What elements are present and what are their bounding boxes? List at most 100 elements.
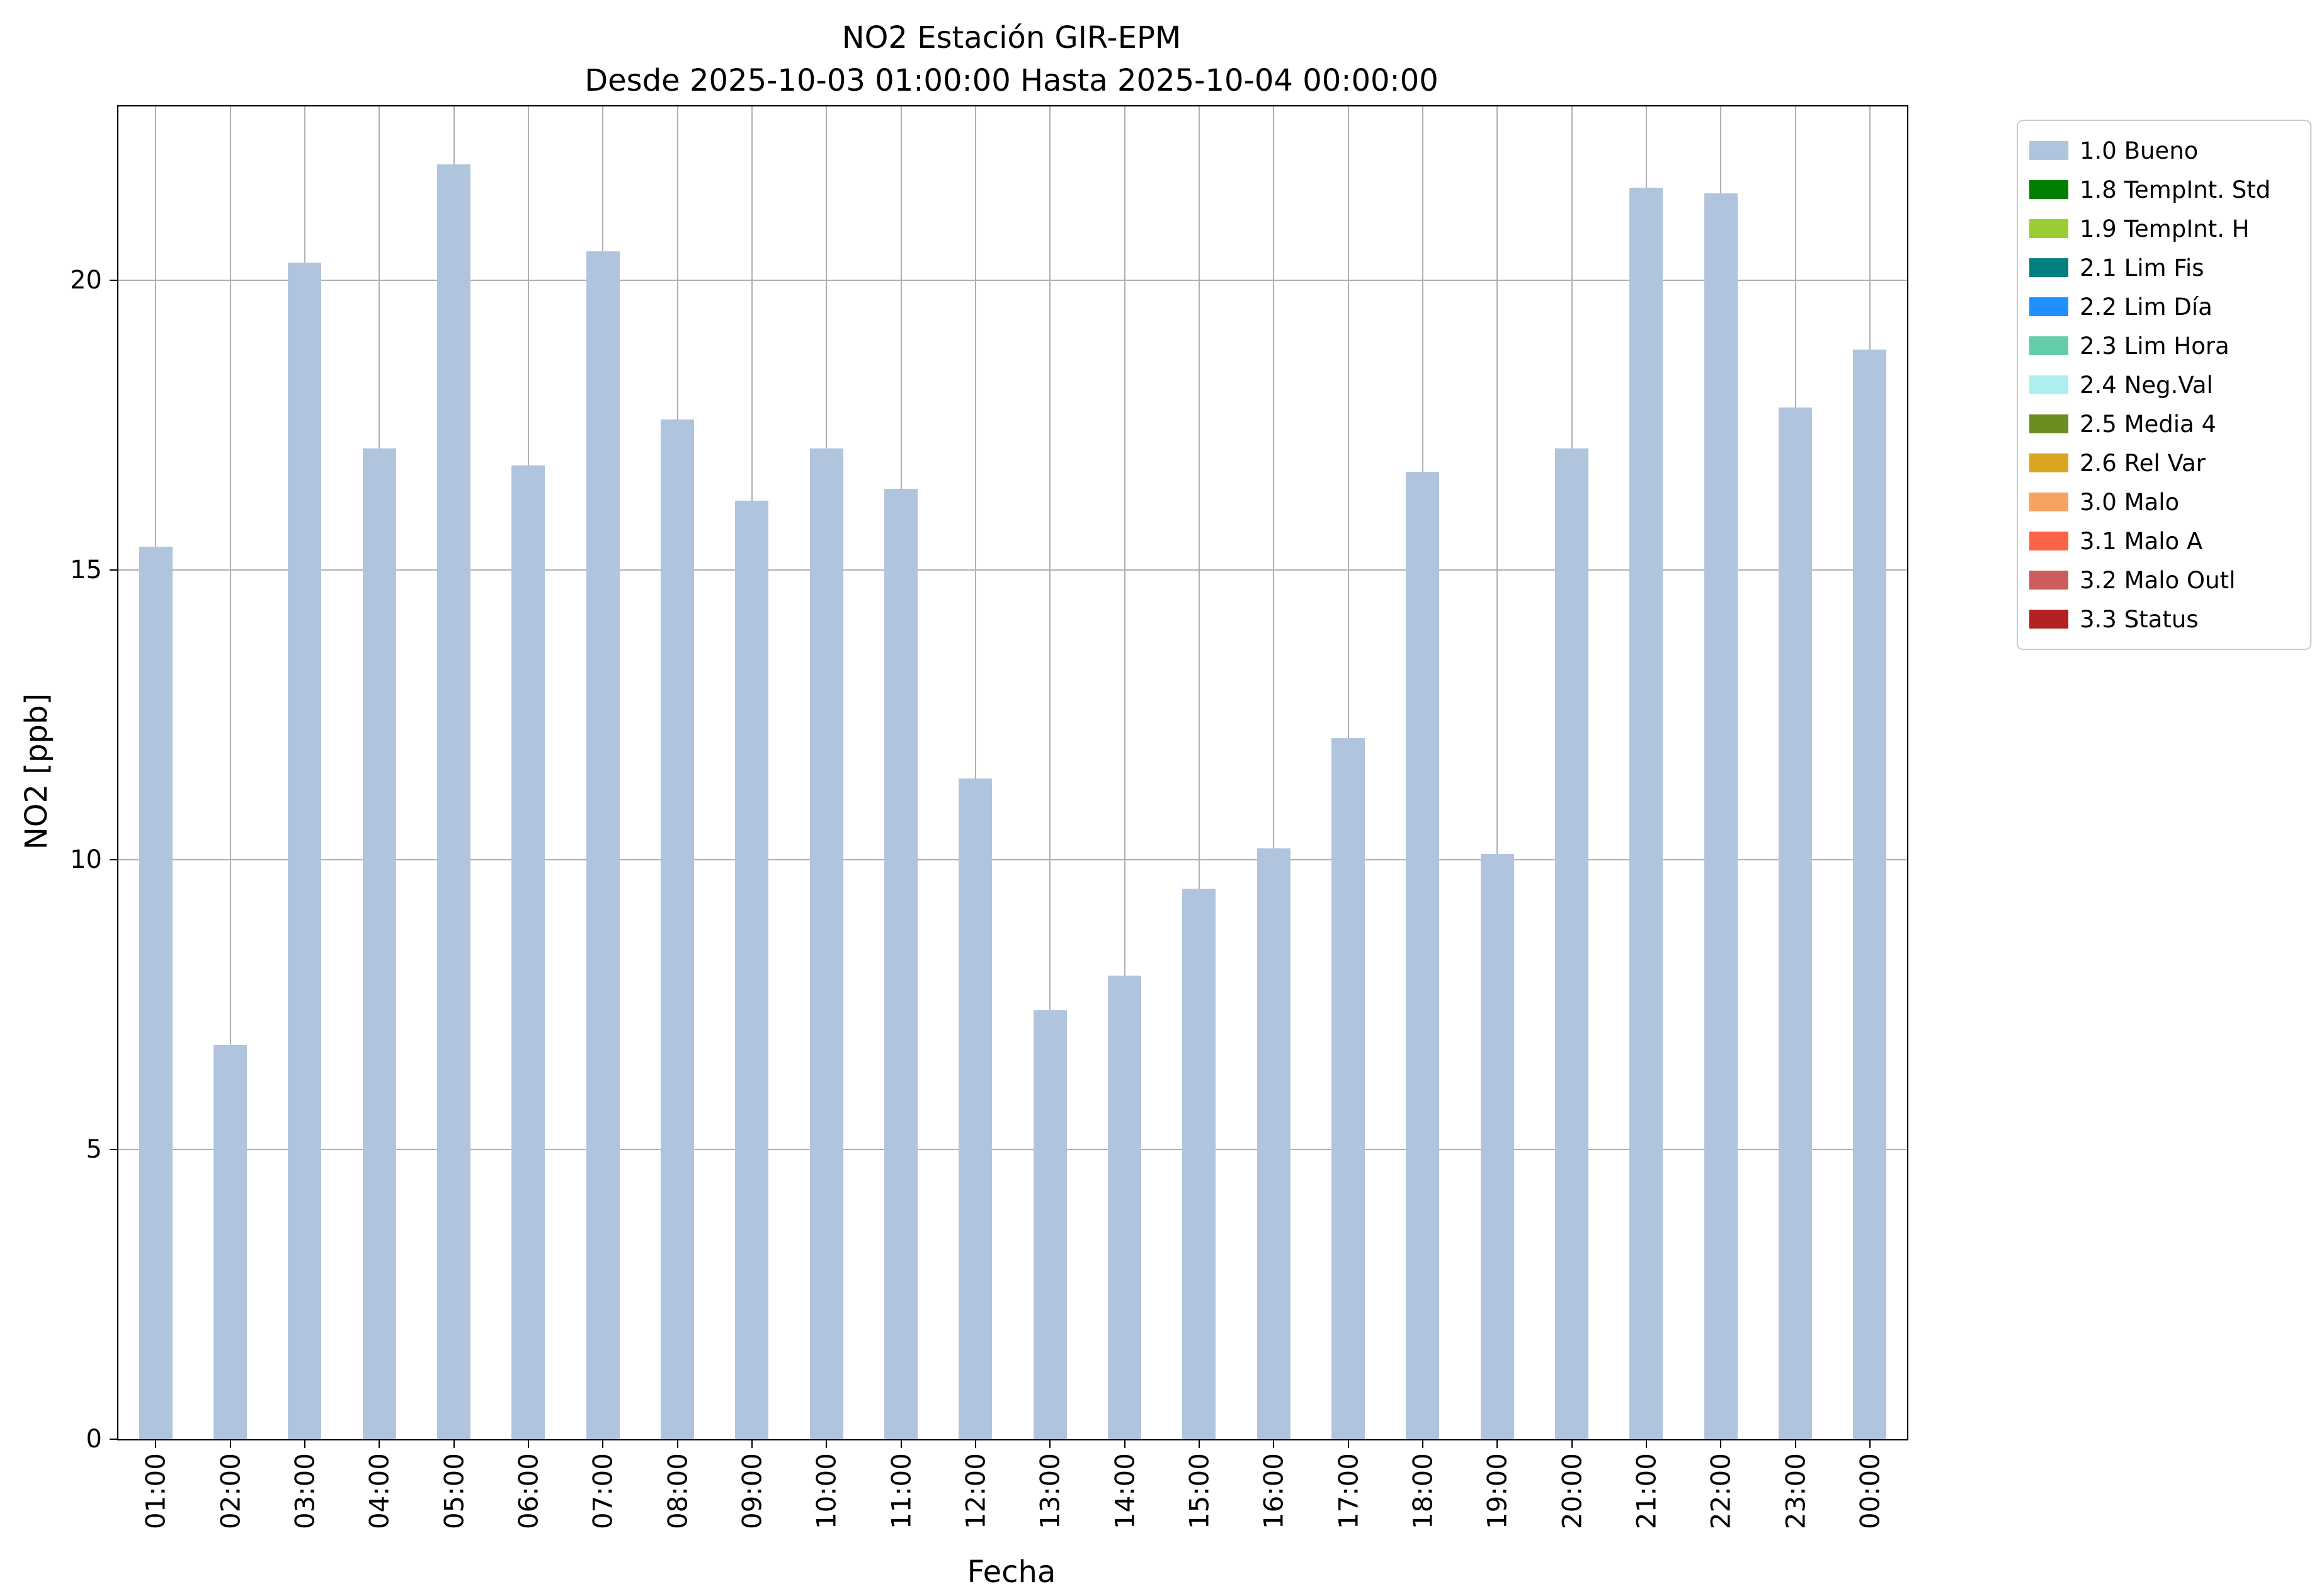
legend: 1.0 Bueno 1.8 TempInt. Std 1.9 TempInt. H 2… [2017,120,2311,650]
legend-label: 1.8 TempInt. Std [2080,176,2271,203]
legend-item: 2.2 Lim Día [2029,287,2299,326]
bar [214,1045,247,1439]
h-gridline [118,280,1907,281]
x-tick-mark [974,1440,976,1448]
legend-swatch [2029,532,2068,550]
y-tick-mark [110,1439,117,1440]
x-tick-label: 05:00 [438,1453,469,1530]
bar [1182,889,1216,1439]
x-tick-mark [304,1440,305,1448]
x-tick-mark [1496,1440,1498,1448]
v-gridline [1124,106,1125,1439]
legend-label: 3.3 Status [2080,605,2199,633]
v-gridline [974,106,976,1439]
legend-item: 1.8 TempInt. Std [2029,170,2299,209]
legend-label: 2.4 Neg.Val [2080,371,2213,399]
x-tick-mark [1571,1440,1573,1448]
bar [139,547,173,1439]
x-tick-label: 08:00 [662,1453,693,1530]
legend-swatch [2029,180,2068,199]
bar [586,251,620,1439]
x-tick-mark [379,1440,380,1448]
x-tick-label: 10:00 [811,1453,842,1530]
v-gridline [229,106,231,1439]
legend-swatch [2029,258,2068,277]
x-tick-label: 00:00 [1854,1453,1886,1530]
v-gridline [1049,106,1051,1439]
x-tick-mark [1794,1440,1796,1448]
x-tick-label: 14:00 [1109,1453,1140,1530]
legend-item: 3.3 Status [2029,600,2299,639]
legend-swatch [2029,336,2068,355]
legend-label: 2.3 Lim Hora [2080,332,2230,360]
y-tick-mark [110,280,117,281]
legend-item: 2.3 Lim Hora [2029,326,2299,365]
legend-item: 3.2 Malo Outl [2029,561,2299,600]
legend-swatch [2029,414,2068,433]
v-gridline [1198,106,1200,1439]
x-tick-mark [900,1440,902,1448]
y-axis-label: NO2 [ppb] [19,693,54,850]
chart-title: NO2 Estación GIR-EPM [841,20,1182,55]
x-tick-mark [602,1440,604,1448]
y-tick-mark [110,1149,117,1150]
legend-swatch [2029,571,2068,590]
bar [1555,448,1588,1439]
x-tick-label: 03:00 [289,1453,321,1530]
y-tick-label: 15 [70,556,102,584]
x-tick-label: 16:00 [1258,1453,1289,1530]
x-tick-label: 20:00 [1556,1453,1587,1530]
bar [1331,738,1365,1439]
x-tick-mark [1645,1440,1647,1448]
legend-swatch [2029,610,2068,629]
v-gridline [1496,106,1498,1439]
x-tick-label: 22:00 [1705,1453,1736,1530]
x-tick-label: 21:00 [1631,1453,1662,1530]
legend-item: 2.4 Neg.Val [2029,365,2299,404]
legend-label: 2.2 Lim Día [2080,293,2213,321]
legend-item: 3.0 Malo [2029,482,2299,522]
x-tick-mark [676,1440,678,1448]
x-tick-label: 15:00 [1183,1453,1215,1530]
legend-label: 3.1 Malo A [2080,527,2203,555]
legend-label: 2.1 Lim Fis [2080,254,2204,282]
bar [1256,848,1291,1439]
x-tick-mark [527,1440,529,1448]
bar [661,419,694,1439]
x-tick-label: 09:00 [736,1453,768,1530]
bar [884,489,918,1439]
x-tick-mark [751,1440,753,1448]
x-tick-mark [453,1440,455,1448]
x-tick-mark [1198,1440,1200,1448]
bar [1480,853,1514,1439]
plot-area: 0 5 10 15 20 01:00 02:00 03:00 04:00 05:00 06:00 07… [70,105,1908,1529]
x-tick-label: 17:00 [1333,1453,1364,1530]
bar [362,448,396,1439]
bar [1779,408,1812,1439]
x-tick-label: 18:00 [1407,1453,1439,1530]
x-tick-label: 12:00 [960,1453,991,1530]
y-tick-label: 10 [70,845,102,874]
x-tick-label: 19:00 [1481,1453,1513,1530]
bar [809,448,843,1439]
legend-swatch [2029,297,2068,316]
bar [1033,1010,1067,1439]
legend-item: 2.6 Rel Var [2029,443,2299,482]
v-gridline [1273,106,1275,1439]
x-tick-label: 04:00 [363,1453,395,1530]
x-axis-label: Fecha [967,1554,1056,1590]
h-gridline [118,569,1907,571]
y-tick-label: 0 [86,1425,102,1454]
bar [1629,187,1663,1439]
y-tick-label: 20 [70,266,102,295]
bar [1853,350,1887,1439]
x-tick-mark [826,1440,828,1448]
y-tick-mark [110,569,117,571]
chart-subtitle: Desde 2025-10-03 01:00:00 Hasta 2025-10-… [584,63,1439,99]
y-tick-label: 5 [86,1135,102,1164]
x-tick-label: 06:00 [513,1453,544,1530]
x-tick-mark [1869,1440,1871,1448]
bar [735,500,769,1439]
legend-label: 1.9 TempInt. H [2080,215,2250,242]
